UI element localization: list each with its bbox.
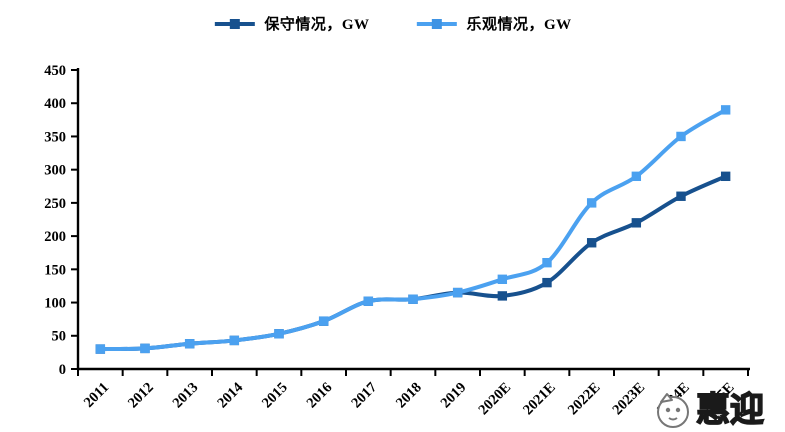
series-marker-optimistic [586, 198, 597, 208]
series-marker-conservative [497, 291, 508, 301]
legend-label-conservative: 保守情况，GW [264, 17, 370, 33]
series-marker-optimistic [452, 287, 463, 298]
x-tick-label: 2024E [654, 380, 693, 419]
series-marker-conservative [720, 171, 731, 182]
series-marker-conservative [631, 218, 642, 228]
x-tick-label: 2016 [304, 380, 336, 412]
series-marker-optimistic [184, 339, 195, 349]
x-tick-label: 2013 [170, 380, 202, 412]
series-marker-optimistic [274, 329, 284, 339]
legend-marker-conservative-icon [214, 18, 255, 29]
series-marker-optimistic [363, 296, 374, 306]
series-line-conservative [98, 174, 728, 352]
y-tick-label: 300 [44, 163, 66, 179]
series-marker-optimistic [318, 316, 329, 326]
legend-marker-optimistic-icon [416, 18, 457, 29]
legend-item-optimistic[interactable]: 乐观情况，GW [416, 13, 572, 34]
series-marker-optimistic [676, 131, 686, 142]
x-tick-label: 2012 [125, 380, 157, 412]
series-marker-optimistic [720, 105, 731, 115]
series-marker-optimistic [229, 335, 240, 346]
x-tick-label: 2023E [610, 380, 649, 419]
y-tick-label: 100 [44, 295, 66, 311]
series-marker-optimistic [631, 171, 642, 182]
y-tick-label: 150 [44, 262, 66, 278]
series-line-optimistic [98, 107, 728, 352]
y-tick-label: 0 [59, 362, 66, 378]
y-tick-label: 200 [44, 229, 66, 245]
x-tick-label: 2018 [393, 380, 425, 412]
y-tick-label: 450 [44, 63, 66, 79]
series-marker-optimistic [95, 344, 106, 354]
x-tick-label: 2022E [565, 380, 604, 419]
chart-legend: 保守情况，GW 乐观情况，GW [213, 13, 571, 34]
series-marker-conservative [676, 191, 686, 201]
x-tick-label: 2019 [438, 380, 470, 412]
legend-label-optimistic: 乐观情况，GW [466, 17, 572, 33]
legend-item-conservative[interactable]: 保守情况，GW [213, 13, 369, 34]
series-marker-optimistic [408, 294, 418, 304]
x-tick-label: 2014 [214, 380, 246, 412]
series-marker-conservative [586, 238, 597, 248]
x-tick-label: 2011 [81, 380, 112, 411]
x-tick-label: 2020E [476, 380, 515, 419]
x-tick-label: 2021E [520, 380, 559, 419]
series-marker-optimistic [542, 257, 552, 268]
x-tick-label: 2017 [348, 380, 380, 412]
y-tick-label: 250 [44, 196, 66, 212]
series-marker-optimistic [497, 274, 508, 284]
y-tick-label: 400 [44, 96, 66, 112]
series-marker-conservative [542, 277, 552, 288]
y-tick-label: 50 [52, 329, 67, 345]
x-tick-label: 2025E [699, 380, 738, 419]
y-tick-label: 350 [44, 129, 66, 145]
x-tick-label: 2015 [259, 380, 291, 412]
series-marker-optimistic [140, 343, 150, 354]
